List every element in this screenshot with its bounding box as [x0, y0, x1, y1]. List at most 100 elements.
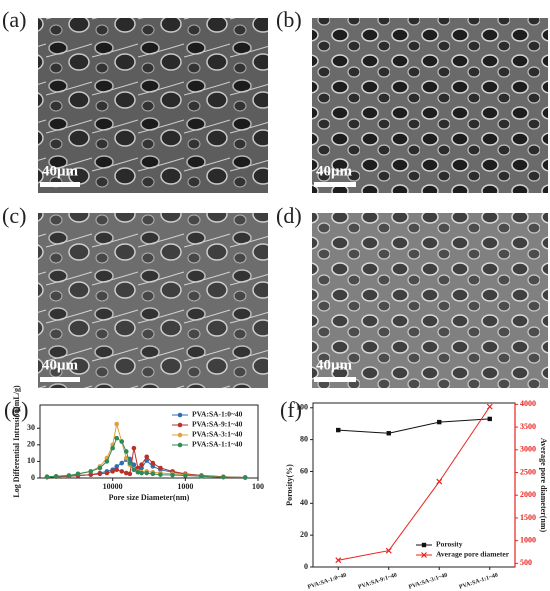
data-point: [139, 465, 144, 471]
legend-marker: [421, 542, 427, 548]
y-tick-label: 80: [300, 434, 308, 443]
y-tick-label: 100: [296, 403, 308, 412]
data-point: [170, 472, 175, 478]
y-tick-label: 40: [300, 498, 308, 507]
data-point: [66, 473, 72, 478]
sem-image-d: (d) 40μm: [276, 203, 548, 388]
data-point: [97, 471, 103, 477]
data-point: [119, 460, 125, 466]
data-point: [97, 465, 103, 471]
data-point: [437, 419, 442, 425]
y-tick-label: 60: [300, 466, 308, 475]
data-point: [104, 470, 110, 476]
data-point: [114, 421, 120, 427]
data-point: [144, 454, 150, 460]
panel-label: (a): [2, 7, 26, 32]
x-tick-label: 1000: [177, 482, 193, 491]
y-axis-label: Porosity(%): [285, 464, 294, 506]
legend-marker: [177, 412, 183, 418]
y2-tick-label: 500: [520, 558, 532, 567]
scale-bar-label: 40μm: [42, 357, 79, 373]
data-point: [336, 427, 341, 433]
panel-label: (d): [276, 203, 302, 228]
panel-label: (e): [4, 397, 28, 422]
scale-bar-label: 40μm: [316, 357, 353, 373]
data-point: [127, 471, 133, 477]
x-tick-label: PVA:SA-3:1~40: [408, 573, 448, 591]
plot-frame: [39, 404, 259, 479]
data-point: [436, 478, 443, 485]
data-point: [135, 469, 141, 475]
data-point: [75, 471, 81, 477]
legend-label: Porosity: [436, 540, 463, 549]
data-point: [139, 470, 144, 476]
sem-image-b: (b) 40μm: [276, 7, 548, 193]
data-point: [131, 467, 137, 473]
y-tick-label: 20: [300, 530, 308, 539]
y2-axis-label: Average pore diameter(nm): [539, 438, 548, 533]
data-point: [221, 474, 226, 480]
data-point: [127, 460, 133, 466]
x-tick-label: PVA:SA-1:1~40: [459, 573, 499, 591]
y-tick-label: 0: [304, 562, 308, 571]
data-point: [386, 431, 391, 436]
legend-marker: [421, 552, 427, 558]
y-tick-label: 20: [27, 440, 35, 449]
legend-label: Average pore diameter: [436, 550, 510, 559]
data-point: [158, 472, 163, 477]
data-point: [150, 464, 156, 469]
data-point: [44, 474, 50, 479]
data-point: [123, 470, 129, 476]
sem-image-a: (a) 40μm: [2, 7, 268, 193]
data-point: [119, 439, 125, 444]
x-tick-label: 100: [252, 482, 264, 491]
y2-tick-label: 2000: [520, 490, 536, 499]
y2-tick-label: 3000: [520, 445, 536, 454]
series-line: [338, 406, 491, 561]
panel-label: (f): [280, 397, 302, 422]
data-point: [114, 464, 120, 469]
legend-label: PVA:SA-3:1~40: [192, 430, 243, 439]
data-point: [123, 449, 129, 454]
legend-label: PVA:SA-1:0~40: [192, 410, 243, 419]
scale-bar-label: 40μm: [42, 163, 79, 179]
legend-marker: [177, 422, 183, 428]
data-point: [119, 469, 125, 474]
x-tick-label: 10000: [103, 482, 123, 491]
legend-label: PVA:SA-1:1~40: [192, 440, 243, 449]
y-tick-label: 30: [27, 423, 35, 432]
data-point: [487, 416, 492, 422]
data-point: [183, 473, 188, 478]
x-tick-label: PVA:SA-9:1~40: [358, 573, 398, 591]
sem-image-c: (c) 40μm: [2, 203, 268, 388]
data-point: [131, 445, 137, 451]
y2-tick-label: 1500: [520, 513, 536, 522]
legend-marker: [177, 442, 183, 448]
scale-bar-label: 40μm: [316, 163, 353, 179]
legend-marker: [177, 432, 183, 438]
data-point: [144, 470, 150, 476]
legend-label: PVA:SA-9:1~40: [192, 420, 243, 429]
data-point: [88, 472, 94, 477]
data-point: [242, 475, 248, 480]
y2-tick-label: 2500: [520, 467, 536, 476]
data-point: [139, 462, 144, 468]
data-point: [110, 445, 115, 451]
data-point: [114, 435, 120, 441]
y-tick-label: 0: [31, 473, 35, 482]
data-point: [110, 469, 115, 474]
series-line: [338, 418, 490, 434]
data-point: [135, 465, 141, 471]
y2-tick-label: 3500: [520, 422, 536, 431]
data-point: [486, 403, 493, 410]
data-point: [199, 474, 204, 479]
y-axis-label: Log Differential Intrusion(mL/g): [12, 385, 21, 498]
y2-tick-label: 4000: [520, 399, 536, 408]
x-tick-label: PVA:SA-1:0~40: [307, 573, 347, 591]
data-point: [123, 455, 129, 461]
data-point: [158, 465, 163, 471]
data-point: [131, 462, 137, 468]
data-point: [385, 547, 392, 554]
x-axis-label: Pore size Diameter(nm): [109, 493, 190, 502]
